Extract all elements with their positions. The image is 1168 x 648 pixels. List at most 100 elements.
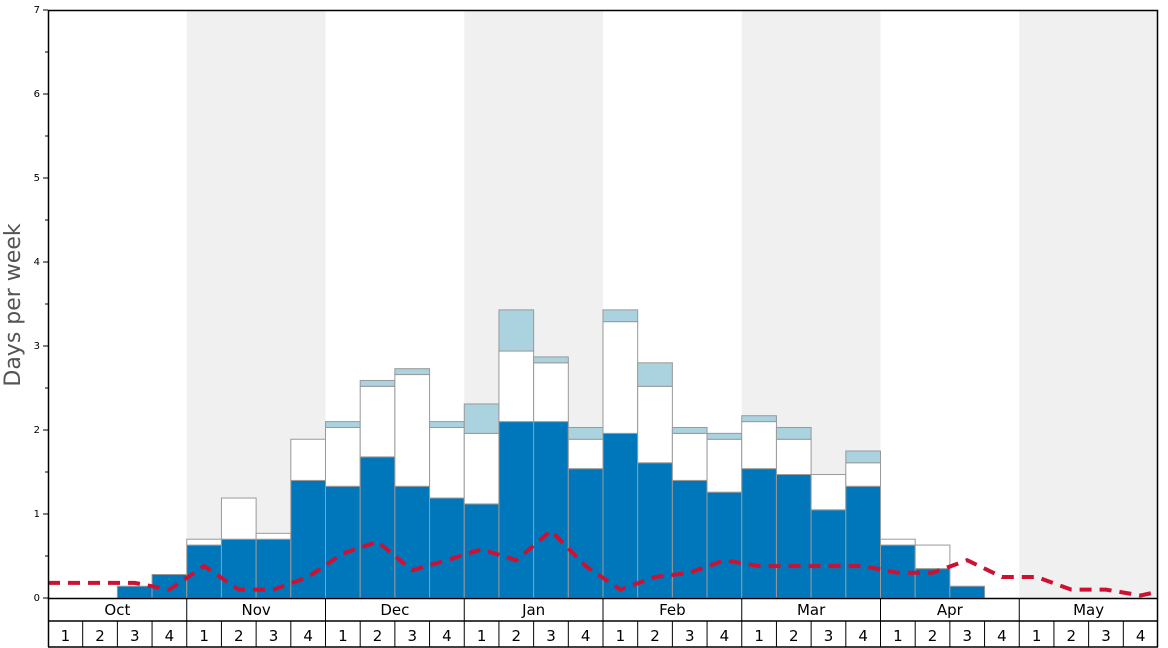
bar-primary <box>116 585 153 599</box>
bar-secondary <box>637 385 673 464</box>
month-label: Apr <box>937 601 964 619</box>
bar-secondary <box>602 321 639 434</box>
bar-secondary <box>845 462 881 487</box>
bar-tertiary <box>741 415 777 423</box>
month-label: Mar <box>797 601 826 619</box>
bar-secondary <box>567 438 604 470</box>
week-label: 3 <box>546 627 556 645</box>
week-label: 3 <box>685 627 695 645</box>
bar-primary <box>186 544 222 599</box>
y-tick-label: 5 <box>34 173 40 184</box>
bar-tertiary <box>602 309 639 323</box>
bar-primary <box>741 468 777 599</box>
week-label: 2 <box>234 627 244 645</box>
week-label: 1 <box>61 627 71 645</box>
week-label: 4 <box>165 627 175 645</box>
bar-primary <box>602 432 639 599</box>
bar-series <box>116 309 986 599</box>
bar-tertiary <box>706 432 743 440</box>
bar-primary <box>533 421 569 599</box>
week-label: 4 <box>442 627 452 645</box>
week-label: 4 <box>581 627 591 645</box>
bar-secondary <box>741 421 777 470</box>
bar-tertiary <box>394 368 431 376</box>
bar-secondary <box>498 350 535 423</box>
bar-tertiary <box>498 309 535 352</box>
y-tick-label: 1 <box>34 509 40 520</box>
month-label: Oct <box>104 601 130 619</box>
bar-secondary <box>706 438 743 493</box>
month-label: May <box>1073 601 1104 619</box>
bar-secondary <box>775 438 812 476</box>
bar-secondary <box>914 544 951 570</box>
bar-tertiary <box>775 426 812 440</box>
bar-secondary <box>290 438 326 481</box>
week-label: 1 <box>754 627 764 645</box>
y-tick-label: 0 <box>34 593 40 604</box>
bar-tertiary <box>325 421 361 428</box>
bar-primary <box>394 485 431 599</box>
line-series <box>48 528 1159 598</box>
bar-primary <box>567 468 604 599</box>
bar-secondary <box>394 374 431 487</box>
line-series-path <box>48 528 1159 598</box>
bar-secondary <box>359 385 396 458</box>
bar-tertiary <box>429 421 465 428</box>
bar-secondary <box>220 497 257 540</box>
week-label: 3 <box>962 627 972 645</box>
bar-secondary <box>463 432 500 505</box>
bar-primary <box>498 421 535 599</box>
y-axis-label: Days per week <box>1 223 26 386</box>
bar-secondary <box>533 362 569 423</box>
week-label: 3 <box>269 627 279 645</box>
y-tick-label: 2 <box>34 425 40 436</box>
bar-secondary <box>255 532 292 540</box>
month-label: Dec <box>380 601 409 619</box>
bar-tertiary <box>533 356 569 364</box>
week-label: 4 <box>303 627 313 645</box>
week-label: 3 <box>824 627 834 645</box>
week-label: 4 <box>858 627 868 645</box>
bar-secondary <box>810 474 847 511</box>
bar-primary <box>775 474 812 599</box>
bar-tertiary <box>567 426 604 440</box>
week-label: 4 <box>1136 627 1146 645</box>
y-axis: 0 1 2 3 4 5 6 7 <box>34 5 48 604</box>
y-tick-label: 7 <box>34 5 40 16</box>
week-label: 1 <box>199 627 209 645</box>
y-tick-label: 3 <box>34 341 40 352</box>
week-label: 1 <box>616 627 626 645</box>
bar-primary <box>845 485 881 599</box>
bar-tertiary <box>359 379 396 387</box>
bar-primary <box>429 497 465 599</box>
week-label: 1 <box>477 627 487 645</box>
y-tick-label: 4 <box>34 257 40 268</box>
week-label: 2 <box>95 627 105 645</box>
week-label: 2 <box>789 627 799 645</box>
x-axis: Oct 1 2 3 4 Nov 1 2 3 4 Dec 1 2 3 4 Jan 1 2 3 4 Feb 1 2 3 4 Mar 1 2… <box>47 598 1159 648</box>
y-tick-label: 6 <box>34 89 40 100</box>
bar-secondary <box>186 538 222 546</box>
bar-primary <box>949 585 986 599</box>
bar-primary <box>463 503 500 599</box>
week-label: 4 <box>720 627 730 645</box>
bar-secondary <box>325 426 361 487</box>
month-bands <box>186 10 1158 598</box>
bar-secondary <box>429 426 465 499</box>
week-label: 3 <box>130 627 140 645</box>
week-label: 3 <box>407 627 417 645</box>
bar-primary <box>706 491 743 599</box>
week-label: 1 <box>1032 627 1042 645</box>
month-label: Jan <box>521 601 545 619</box>
bar-primary <box>671 479 708 599</box>
week-label: 2 <box>928 627 938 645</box>
week-label: 2 <box>512 627 522 645</box>
week-label: 2 <box>650 627 660 645</box>
week-label: 1 <box>893 627 903 645</box>
bar-tertiary <box>463 403 500 434</box>
month-label: Feb <box>659 601 686 619</box>
bar-tertiary <box>845 450 881 464</box>
bar-secondary <box>671 432 708 481</box>
month-label: Nov <box>241 601 270 619</box>
